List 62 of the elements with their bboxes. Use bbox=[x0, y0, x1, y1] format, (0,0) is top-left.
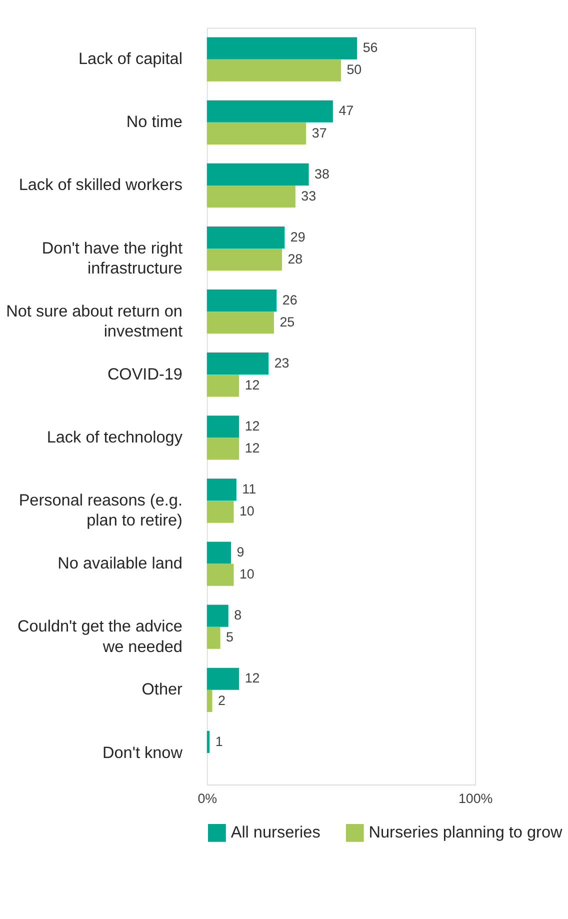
legend-label: All nurseries bbox=[230, 824, 320, 842]
y-tick-label: No available land bbox=[58, 554, 182, 573]
y-tick-label: Couldn't get the advice we needed bbox=[18, 618, 182, 656]
bar bbox=[206, 626, 220, 649]
data-label: 37 bbox=[312, 125, 327, 140]
legend-label: Nurseries planning to grow bbox=[368, 824, 563, 842]
data-label: 28 bbox=[288, 251, 303, 266]
data-label: 12 bbox=[244, 440, 260, 456]
x-tick-label: 0% bbox=[198, 791, 218, 806]
bar bbox=[206, 185, 296, 208]
bar bbox=[206, 478, 236, 501]
data-label: 2 bbox=[218, 692, 226, 708]
y-tick-label: Don't know bbox=[102, 744, 183, 762]
bar bbox=[206, 690, 212, 712]
data-label: 23 bbox=[274, 355, 290, 370]
bar bbox=[206, 312, 274, 334]
data-label: 50 bbox=[346, 62, 362, 78]
data-label: 38 bbox=[314, 166, 330, 182]
data-label: 56 bbox=[362, 40, 378, 56]
data-label: 12 bbox=[244, 670, 260, 686]
y-tick-label: Lack of technology bbox=[46, 428, 184, 446]
y-tick-label: No time bbox=[126, 113, 182, 132]
bar bbox=[206, 730, 210, 753]
bar bbox=[206, 564, 234, 586]
data-label: 8 bbox=[234, 608, 242, 623]
y-tick-label: Other bbox=[142, 680, 184, 699]
data-label: 10 bbox=[239, 566, 254, 582]
bar bbox=[206, 668, 240, 690]
bar bbox=[206, 374, 240, 397]
y-tick-label: Don't have the right infrastructure bbox=[42, 239, 183, 278]
bar bbox=[206, 290, 277, 312]
bar bbox=[206, 100, 333, 122]
y-tick-label: Personal reasons (e.g. plan to retire) bbox=[18, 492, 182, 530]
data-label: 11 bbox=[242, 482, 256, 497]
y-tick-label: Not sure about return on investment bbox=[6, 302, 183, 340]
data-label: 12 bbox=[244, 377, 260, 392]
data-label: 1 bbox=[215, 734, 223, 749]
data-label: 10 bbox=[239, 504, 254, 519]
bar bbox=[206, 416, 240, 438]
data-label: 9 bbox=[236, 544, 244, 560]
data-label: 25 bbox=[280, 314, 295, 330]
data-label: 29 bbox=[290, 229, 306, 244]
bar bbox=[206, 226, 285, 249]
y-tick-label: Lack of skilled workers bbox=[18, 176, 182, 194]
x-tick-label: 100% bbox=[458, 791, 493, 806]
bar bbox=[206, 37, 358, 60]
data-label: 26 bbox=[282, 292, 298, 308]
data-label: 47 bbox=[338, 103, 354, 118]
bar bbox=[206, 604, 228, 627]
data-label: 33 bbox=[301, 188, 316, 204]
bar bbox=[206, 542, 232, 564]
data-label: 12 bbox=[244, 418, 260, 434]
y-tick-label: Lack of capital bbox=[78, 50, 182, 68]
bar bbox=[206, 500, 234, 523]
bar bbox=[206, 163, 309, 186]
bar bbox=[206, 352, 269, 375]
bar bbox=[206, 248, 282, 271]
bar bbox=[206, 122, 306, 144]
data-label: 5 bbox=[226, 630, 234, 645]
bar bbox=[206, 438, 240, 460]
bar bbox=[206, 59, 341, 82]
y-tick-label: COVID-19 bbox=[107, 365, 182, 384]
